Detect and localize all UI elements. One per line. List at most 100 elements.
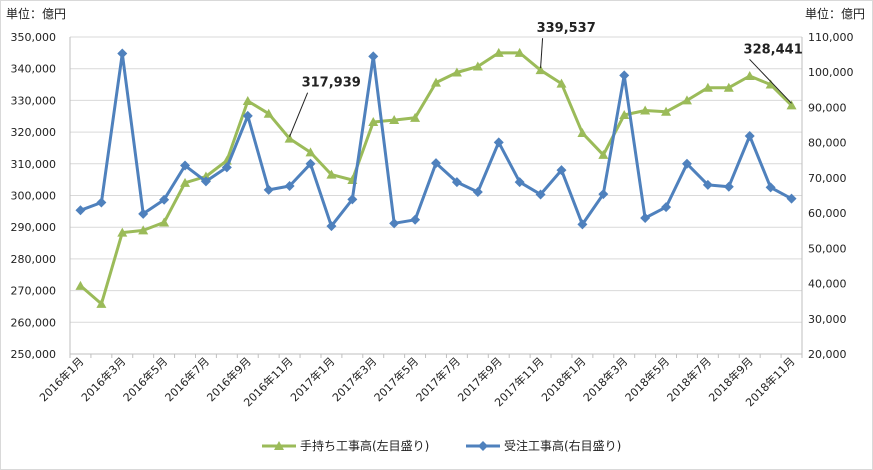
on-hand-point [514,47,525,57]
on-hand-point [180,177,191,187]
left-axis-tick-label: 310,000 [11,158,57,171]
left-axis-tick-label: 270,000 [11,285,57,298]
on-hand-point [702,82,713,92]
orders-point [263,184,274,195]
x-axis-tick-label: 2018年1月 [538,354,588,404]
legend-item-on-hand: 手持ち工事高(左目盛り) [262,437,429,454]
orders-point [640,213,651,224]
on-hand-point [389,115,400,125]
on-hand-point [640,105,651,115]
on-hand-point [577,128,588,138]
right-axis-tick-label: 70,000 [808,172,847,185]
orders-point [514,177,525,188]
x-axis-tick-label: 2017年3月 [329,354,379,404]
orders-point [117,48,128,59]
data-label-leader-line [749,58,792,104]
x-axis-tick-label: 2017年5月 [371,354,421,404]
legend-item-orders: 受注工事高(右目盛り) [466,437,621,454]
orders-point [200,176,211,187]
orders-point [493,137,504,148]
orders-point [765,182,776,193]
left-axis-tick-label: 340,000 [11,63,57,76]
orders-point [410,214,421,225]
orders-point [451,177,462,188]
left-axis-tick-label: 330,000 [11,94,57,107]
x-axis-tick-label: 2017年7月 [413,354,463,404]
on-hand-point [410,112,421,122]
x-axis-tick-label: 2016年1月 [36,354,86,404]
orders-point [326,221,337,232]
orders-point [347,194,358,205]
on-hand-point [368,116,379,126]
orders-point [577,219,588,230]
on-hand-point [765,79,776,89]
on-hand-point [138,225,149,235]
line-chart: 250,000 260,000 270,000 280,000 290,000 300,0… [11,21,854,409]
on-hand-point [681,95,692,105]
orders-point [242,110,253,121]
left-axis-tick-label: 260,000 [11,316,57,329]
on-hand-point [556,78,567,88]
right-axis-tick-label: 80,000 [808,137,847,150]
orders-point [681,158,692,169]
orders-point [96,197,107,208]
legend-triangle-marker-icon [262,440,296,450]
on-hand-point [493,47,504,57]
right-axis-tick-label: 110,000 [808,31,854,44]
left-axis-tick-label: 300,000 [11,190,57,203]
legend-diamond-marker-icon [466,440,500,451]
orders-point [702,179,713,190]
on-hand-point [535,65,546,75]
on-hand-point [661,106,672,116]
right-axis-tick-label: 60,000 [808,207,847,220]
on-hand-point [305,147,316,157]
right-axis-tick-label: 20,000 [808,348,847,361]
right-axis-tick-label: 90,000 [808,101,847,114]
right-axis-unit-label: 単位：億円 [804,7,865,21]
on-hand-point [723,82,734,92]
right-axis-tick-label: 40,000 [808,278,847,291]
on-hand-point [117,227,128,237]
left-axis-tick-label: 350,000 [11,31,57,44]
on-hand-point [75,280,86,290]
orders-point [598,189,609,200]
x-axis-tick-label: 2018年5月 [622,354,672,404]
orders-point [431,158,441,169]
on-hand-point [472,61,483,71]
on-hand-point [431,77,441,87]
on-hand-series-line [79,51,793,306]
orders-point [723,181,734,192]
x-axis-tick-label: 2016年3月 [78,354,128,404]
left-axis-tick-label: 290,000 [11,221,57,234]
on-hand-point [744,70,755,80]
on-hand-point [619,109,630,119]
orders-point [786,193,797,204]
orders-point [389,218,400,229]
on-hand-point [263,108,274,118]
x-axis-tick-label: 2016年5月 [120,354,170,404]
orders-point [284,180,295,191]
orders-point [221,162,232,173]
legend-label-orders: 受注工事高(右目盛り) [504,439,622,453]
left-axis-tick-label: 280,000 [11,253,57,266]
data-label-leader-line [540,38,544,69]
on-hand-point [326,169,337,179]
on-hand-point [284,133,295,143]
right-axis-tick-label: 30,000 [808,313,847,326]
orders-point [535,189,546,200]
orders-point [75,205,86,216]
orders-point [159,194,170,205]
on-hand-point [598,149,609,159]
on-hand-point [451,67,462,77]
orders-point [556,165,567,176]
orders-point [368,51,379,62]
orders-point [619,70,630,81]
on-hand-point [242,96,253,106]
data-label: 328,441 [744,42,803,57]
on-hand-point [96,298,107,308]
orders-point [744,130,755,141]
left-axis-tick-label: 250,000 [11,348,57,361]
orders-point [661,202,672,213]
legend-label-on-hand: 手持ち工事高(左目盛り) [300,439,430,453]
